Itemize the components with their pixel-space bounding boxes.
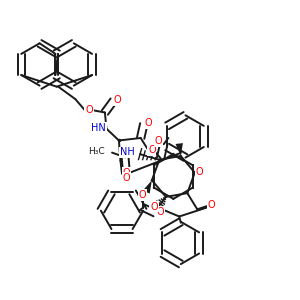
Text: O: O: [148, 145, 156, 155]
Text: O: O: [114, 95, 122, 105]
Text: O: O: [85, 105, 93, 115]
Text: O: O: [157, 207, 164, 217]
Text: O: O: [122, 168, 130, 178]
Text: HN: HN: [91, 123, 106, 133]
Polygon shape: [176, 143, 183, 156]
Polygon shape: [143, 180, 152, 194]
Text: NH: NH: [120, 147, 134, 157]
Text: H₃C: H₃C: [88, 147, 105, 156]
Text: O: O: [196, 167, 204, 177]
Text: O: O: [150, 202, 158, 212]
Text: O: O: [139, 190, 146, 200]
Text: O: O: [155, 136, 163, 146]
Text: O: O: [122, 173, 130, 183]
Text: O: O: [208, 200, 215, 210]
Text: O: O: [145, 118, 153, 128]
